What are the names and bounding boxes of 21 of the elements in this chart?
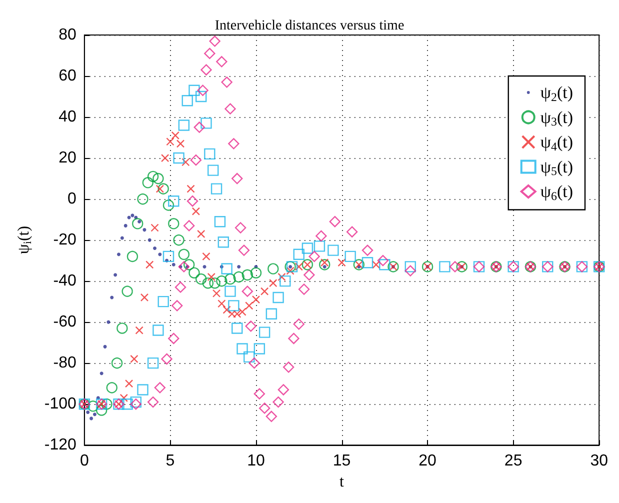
y-tick-label: 80: [58, 26, 77, 44]
y-tick-label: -120: [44, 436, 77, 454]
y-tick-label: 40: [58, 108, 77, 126]
x-tick-label: 20: [418, 452, 437, 470]
y-tick-label: -80: [53, 354, 77, 372]
x-tick-label: 15: [332, 452, 351, 470]
y-tick-label: -60: [53, 314, 77, 331]
y-axis-title: ψi(t): [16, 226, 34, 254]
y-tick-label: 0: [68, 190, 77, 208]
y-tick-label: -20: [53, 232, 77, 249]
x-tick-label: 30: [590, 452, 608, 470]
x-axis-title: t: [340, 474, 345, 490]
y-tick-label: 60: [58, 68, 77, 85]
y-tick-label: -100: [44, 396, 77, 413]
x-tick-label: 5: [166, 452, 175, 470]
x-tick-label: 10: [247, 452, 265, 470]
y-tick-label: -40: [53, 272, 77, 290]
y-tick-label: 20: [58, 150, 77, 167]
x-tick-label: 0: [80, 452, 89, 470]
chart-title: Intervehicle distances versus time: [214, 18, 404, 34]
x-tick-label: 25: [504, 452, 522, 470]
